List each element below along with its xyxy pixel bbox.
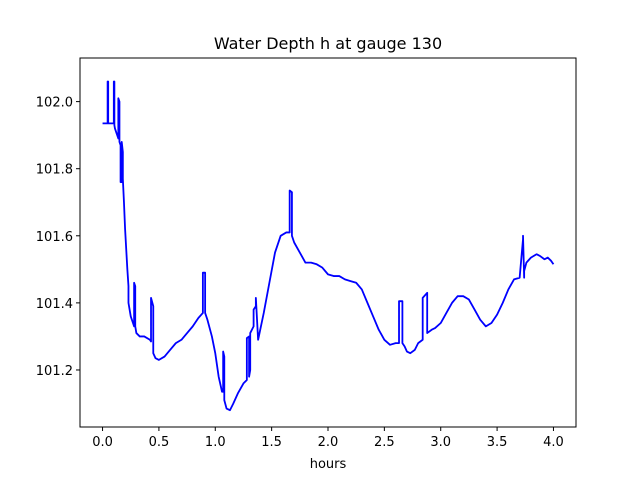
x-tick-label: 2.5 <box>374 435 395 450</box>
x-tick-label: 1.0 <box>205 435 226 450</box>
x-tick-label: 1.5 <box>261 435 282 450</box>
y-axis-ticks: 101.2 101.4 101.6 101.8 102.0 <box>36 96 80 379</box>
x-tick-label: 0.0 <box>92 435 113 450</box>
x-tick-label: 3.0 <box>430 435 451 450</box>
x-tick-label: 3.5 <box>487 435 508 450</box>
plot-frame <box>79 57 577 428</box>
x-axis-label: hours <box>310 457 347 472</box>
plot-area <box>102 80 555 412</box>
y-tick-label: 101.4 <box>36 297 73 312</box>
chart-title: Water Depth h at gauge 130 <box>214 34 442 53</box>
y-tick-label: 101.8 <box>36 163 73 178</box>
y-tick-label: 101.6 <box>36 230 73 245</box>
x-tick-label: 2.0 <box>318 435 339 450</box>
x-axis-ticks: 0.0 0.5 1.0 1.5 2.0 2.5 3.0 3.5 4.0 <box>92 427 564 450</box>
y-tick-label: 102.0 <box>36 96 73 111</box>
y-tick-label: 101.2 <box>36 364 73 379</box>
series-line-0 <box>102 80 555 412</box>
x-tick-label: 4.0 <box>543 435 564 450</box>
x-tick-label: 0.5 <box>149 435 170 450</box>
